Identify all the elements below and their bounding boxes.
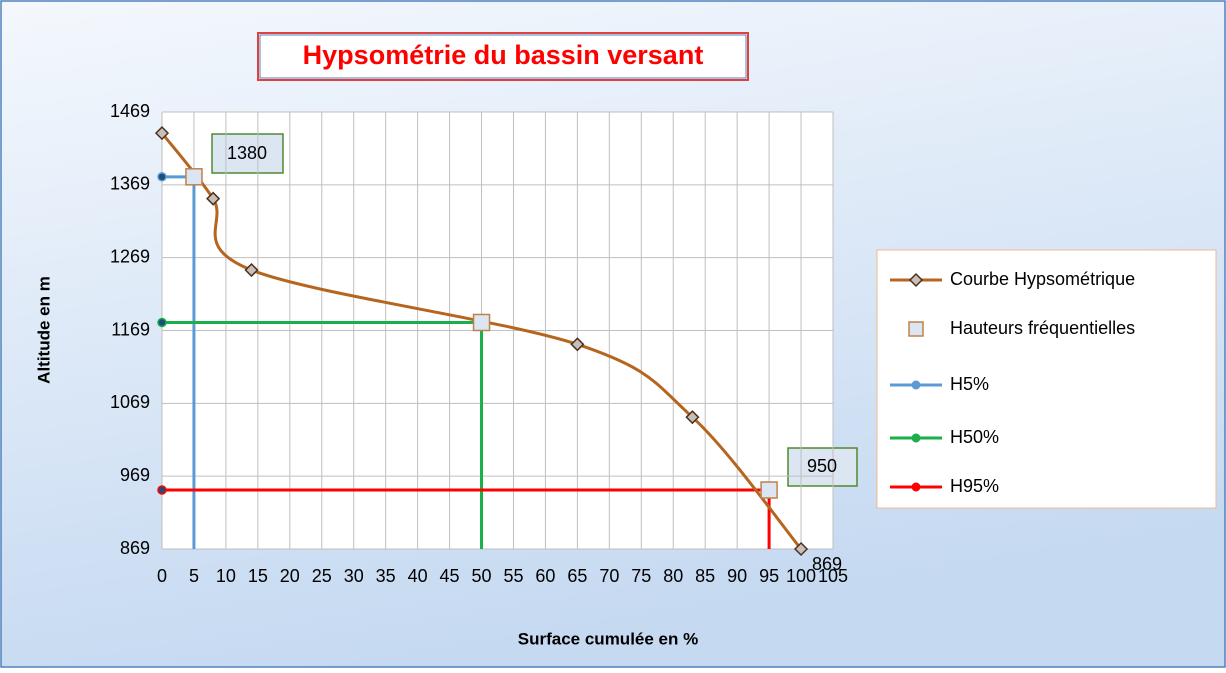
y-tick-label: 1069 [110,392,150,412]
y-tick-label: 1169 [111,319,150,339]
x-tick-label: 40 [408,566,428,586]
legend-marker [911,380,921,390]
legend-label: H50% [950,427,999,447]
x-tick-label: 100 [786,566,816,586]
legend-label: H5% [950,374,989,394]
x-tick-label: 75 [631,566,651,586]
x-tick-label: 5 [189,566,199,586]
x-tick-label: 50 [472,566,492,586]
series-marker [157,172,167,182]
annotation-box [211,133,284,174]
series-marker [472,313,491,332]
legend-marker [911,433,921,443]
x-tick-label: 30 [344,566,364,586]
series-marker [185,168,203,186]
series-marker [685,410,700,425]
x-tick-label: 80 [663,566,683,586]
x-tick-label: 60 [535,566,555,586]
legend-label: Courbe Hypsométrique [950,269,1135,289]
x-tick-label: 10 [216,566,236,586]
series-marker [244,262,259,278]
legend-label: H95% [950,476,999,496]
x-tick-label: 20 [280,566,300,586]
legend-label: Hauteurs fréquentielles [950,318,1135,338]
data-label: 1380 [227,143,267,163]
series-marker [793,541,809,557]
data-label: 869 [812,554,842,574]
y-tick-label: 1469 [110,101,150,121]
legend-marker [908,272,924,288]
x-axis-label: Surface cumulée en % [518,629,698,648]
series-marker [760,481,778,499]
x-tick-label: 55 [503,566,523,586]
x-tick-label: 85 [695,566,715,586]
series-marker [570,337,585,352]
y-tick-label: 969 [120,465,150,485]
title-box-inner [259,34,747,79]
legend-marker [911,482,921,492]
title-box [257,32,749,81]
x-tick-label: 70 [599,566,619,586]
series-marker [206,191,221,206]
x-tick-label: 45 [440,566,460,586]
chart-title: Hypsométrie du bassin versant [303,40,704,70]
legend-marker [908,321,924,337]
x-tick-label: 105 [818,566,848,586]
data-label: 950 [807,456,837,476]
x-tick-label: 15 [248,566,268,586]
x-tick-label: 90 [727,566,747,586]
series-marker [157,485,167,495]
y-axis-label: Altitude en m [34,276,53,384]
y-tick-label: 869 [120,538,150,558]
x-tick-label: 0 [157,566,167,586]
x-tick-label: 95 [759,566,779,586]
x-tick-label: 65 [567,566,587,586]
legend-box [876,249,1217,509]
x-tick-label: 35 [376,566,396,586]
series-marker [154,126,170,141]
annotation-box [787,447,858,487]
x-tick-label: 25 [312,566,332,586]
y-tick-label: 1369 [110,174,150,194]
y-tick-label: 1269 [110,246,150,266]
series-marker [157,317,167,328]
